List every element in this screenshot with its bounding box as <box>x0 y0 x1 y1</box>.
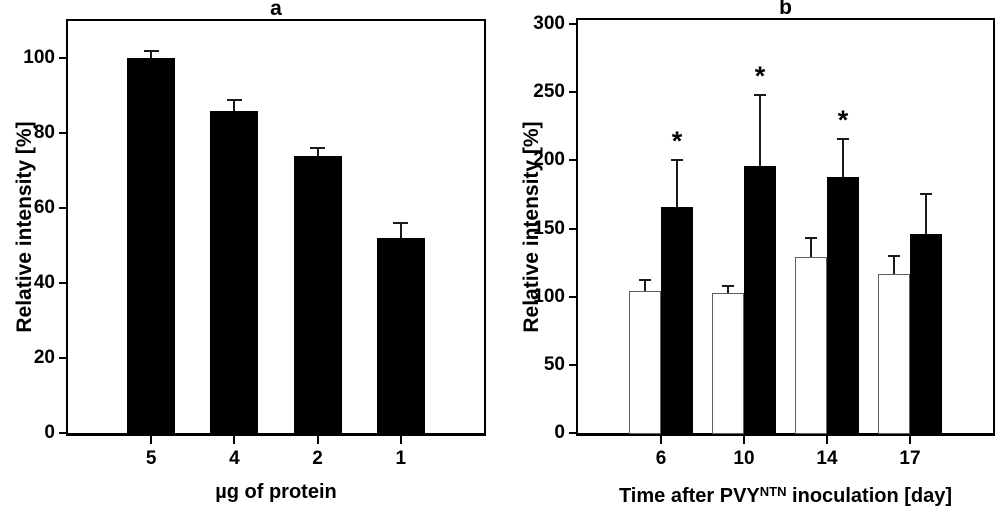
x-tick <box>399 436 402 444</box>
error-bar-cap <box>754 94 766 96</box>
y-tick <box>569 364 577 366</box>
bar-black <box>827 177 859 434</box>
y-tick <box>569 159 577 161</box>
error-bar <box>759 95 761 166</box>
error-bar <box>676 160 678 207</box>
error-bar-cap <box>310 147 326 149</box>
x-tick-label: 6 <box>655 448 667 469</box>
bar-black <box>376 238 425 434</box>
error-bar <box>893 256 895 274</box>
y-tick-label: 40 <box>33 272 55 293</box>
y-tick-label: 0 <box>554 422 565 443</box>
x-axis-title: Time after PVYNTN inoculation [day] <box>578 480 993 507</box>
bar-white <box>878 274 910 434</box>
panel-title: a <box>270 0 282 20</box>
y-tick <box>59 207 67 209</box>
y-axis-title: Relative intensity [%] <box>520 120 543 333</box>
y-axis-title: Relative intensity [%] <box>13 121 36 333</box>
error-bar <box>233 100 236 111</box>
error-bar <box>727 286 729 293</box>
x-tick-label: 1 <box>395 448 407 469</box>
y-tick <box>59 432 67 434</box>
error-bar-cap <box>805 237 817 239</box>
y-tick <box>569 91 577 93</box>
error-bar-cap <box>920 193 932 195</box>
error-bar <box>399 223 402 238</box>
y-tick <box>569 432 577 434</box>
y-tick-label: 20 <box>33 347 55 368</box>
y-tick <box>59 357 67 359</box>
error-bar-cap <box>639 279 651 281</box>
error-bar-cap <box>226 99 242 101</box>
y-tick-label: 100 <box>533 286 565 307</box>
y-tick <box>59 132 67 134</box>
error-bar-cap <box>393 222 409 224</box>
significance-asterisk: * <box>671 126 683 156</box>
y-tick-label: 300 <box>533 13 565 34</box>
significance-asterisk: * <box>837 105 849 135</box>
error-bar <box>150 51 153 58</box>
y-tick <box>569 296 577 298</box>
x-tick <box>150 436 153 444</box>
x-axis-title-text: µg of protein <box>215 481 337 503</box>
bar-black <box>661 207 693 434</box>
x-axis-title-text: Time after PVY <box>618 485 760 507</box>
x-tick <box>743 436 745 444</box>
y-tick-label: 150 <box>533 218 565 239</box>
error-bar <box>810 238 812 257</box>
y-tick-label: 250 <box>533 81 565 102</box>
bar-black <box>293 156 342 434</box>
y-tick-label: 50 <box>543 354 565 375</box>
x-tick-label: 14 <box>816 448 838 469</box>
bar-white <box>629 291 661 434</box>
bar-white <box>712 293 744 434</box>
x-tick-label: 17 <box>899 448 921 469</box>
error-bar-cap <box>888 255 900 257</box>
x-axis-title: µg of protein <box>68 480 484 504</box>
x-tick <box>660 436 662 444</box>
x-tick-label: 10 <box>733 448 755 469</box>
error-bar <box>925 194 927 234</box>
x-tick <box>909 436 911 444</box>
bar-black <box>210 111 259 434</box>
bar-black <box>744 166 776 434</box>
bar-black <box>910 234 942 434</box>
y-tick <box>569 228 577 230</box>
y-tick-label: 80 <box>33 122 55 143</box>
x-tick-label: 5 <box>145 448 157 469</box>
x-axis-title-text: inoculation [day] <box>786 485 953 507</box>
y-tick-label: 200 <box>533 149 565 170</box>
x-axis-title-superscript: NTN <box>759 484 787 499</box>
x-tick <box>316 436 319 444</box>
y-tick <box>569 23 577 25</box>
x-tick <box>233 436 236 444</box>
x-tick-label: 4 <box>229 448 240 469</box>
error-bar-cap <box>143 50 159 52</box>
significance-asterisk: * <box>754 61 766 91</box>
y-tick-label: 0 <box>44 422 55 443</box>
error-bar-cap <box>722 285 734 287</box>
y-tick-label: 100 <box>23 47 55 68</box>
error-bar-cap <box>671 159 683 161</box>
y-tick <box>59 57 67 59</box>
y-tick <box>59 282 67 284</box>
error-bar-cap <box>837 138 849 140</box>
y-tick-label: 60 <box>33 197 55 218</box>
bar-white <box>795 257 827 434</box>
error-bar <box>644 280 646 291</box>
error-bar <box>842 139 844 177</box>
bar-black <box>127 58 176 434</box>
x-tick-label: 2 <box>312 448 323 469</box>
error-bar <box>316 148 319 156</box>
panel-title: b <box>779 0 792 19</box>
x-tick <box>826 436 828 444</box>
